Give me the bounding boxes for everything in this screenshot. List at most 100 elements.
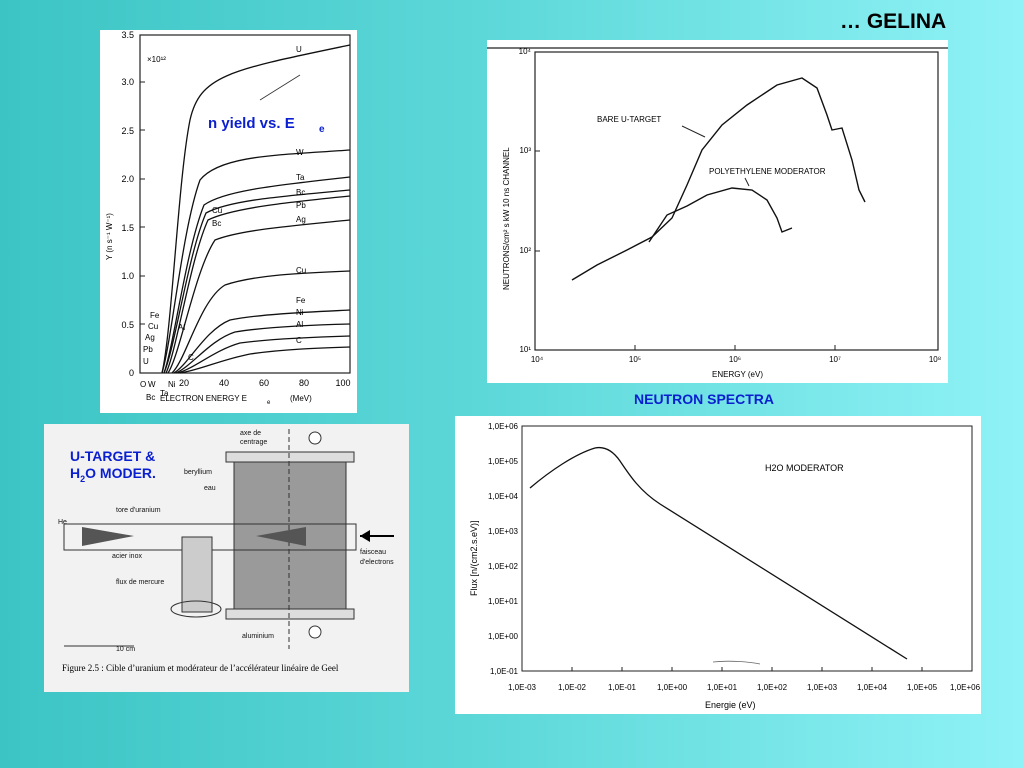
label-tore: tore d'uranium [116,507,161,514]
label-polyethylene: POLYETHYLENE MODERATOR [709,167,826,176]
curve-label: Pb [296,201,306,210]
yield-xtick: 40 [219,378,229,388]
yield-ytick: 3.0 [121,77,134,87]
bottom-label: Ta [160,389,169,398]
spectra-xtick: 10⁵ [629,355,641,364]
spectra-xtick: 10⁸ [929,355,941,364]
yield-y-ticks: 0 0.5 1.0 1.5 2.0 2.5 3.0 3.5 [121,30,134,378]
curve-U [161,44,351,374]
yield-annotation: n yield vs. E [208,115,295,132]
flux-ytick: 1,0E-01 [490,667,519,676]
yield-ytick: 0 [129,368,134,378]
label-acier: acier inox [112,553,142,560]
spectra-ytick: 10⁴ [519,47,532,56]
overlay-title-line1: U-TARGET & [70,448,156,464]
bottom-label: O [140,380,146,389]
flux-xtick: 1,0E+04 [857,683,888,692]
beam-arrow [360,530,370,542]
flux-xtick: 1,0E+03 [807,683,838,692]
label-axe: axe de [240,430,261,437]
beryllium-plate-bottom [225,608,355,620]
flux-ylabel: Flux [n/(cm2.s.eV)] [469,520,479,596]
curve-Fe [173,309,351,374]
yield-xlabel-unit: (MeV) [290,394,312,403]
left-label: Cu [148,322,158,331]
spectra-ytick: 10¹ [519,345,531,354]
left-label: Pb [143,345,153,354]
flux-ytick: 1,0E+05 [488,457,519,466]
bottom-label: W [148,380,156,389]
spectra-plot-svg: 10¹ 10² 10³ 10⁴ 10⁴ 10⁵ 10⁶ 10⁷ 10⁸ ENER… [487,47,948,379]
bottom-label: Ni [168,380,176,389]
flux-axes-box [521,425,973,672]
curve-polyethylene [648,187,793,243]
overlay-title-line2: H2O MODER. [70,465,156,484]
label-scale: 10 cm [116,646,135,653]
bottom-label: Bc [146,393,155,402]
flux-ytick: 1,0E+03 [488,527,519,536]
yield-axes-box [139,34,351,374]
flux-curve-h2o [529,446,908,660]
beryllium-plate-top [225,451,355,463]
curve-Ag [167,219,351,374]
curve-label: Fe [296,296,306,305]
bottom-bolt [308,625,322,639]
curve-label: Al [296,320,303,329]
yield-plot-panel: 0 0.5 1.0 1.5 2.0 2.5 3.0 3.5 ×10¹² Y (n… [100,30,357,413]
yield-ytick: 2.0 [121,174,134,184]
spectra-xtick: 10⁷ [829,355,841,364]
yield-xtick: 80 [299,378,309,388]
flux-xtick: 1,0E-02 [558,683,587,692]
low-label: C [188,353,194,362]
flux-ytick: 1,0E+01 [488,597,519,606]
yield-xtick: 100 [335,378,350,388]
flux-xtick: 1,0E+02 [757,683,788,692]
curve-label: Ni [296,308,304,317]
curve-Al [177,335,351,374]
uranium-toroid-left [82,527,134,546]
yield-xtick: 20 [179,378,189,388]
yield-ytick: 1.0 [121,271,134,281]
flux-ytick: 1,0E+04 [488,492,519,501]
yield-ytick: 3.5 [121,30,134,40]
mercury-pipe [181,536,213,613]
yield-ytick: 1.5 [121,223,134,233]
curve-label: W [296,148,304,157]
label-faisceau: faisceau [360,549,386,556]
flux-xtick: 1,0E+00 [657,683,688,692]
yield-annotation-sub: e [319,124,325,135]
diagram-svg: axe de centrage beryllium eau tore d'ura… [58,429,394,673]
flux-xlabel: Energie (eV) [705,700,756,710]
flux-ytick: 1,0E+06 [488,422,519,431]
flux-xtick: 1,0E-03 [508,683,537,692]
yield-xlabel-sub: e [267,400,271,406]
curve-Pb [165,195,351,374]
low-label: Al [178,323,185,332]
spectra-xtick: 10⁶ [729,355,741,364]
spectra-ytick: 10² [519,246,531,255]
spectra-plot-panel: 10¹ 10² 10³ 10⁴ 10⁴ 10⁵ 10⁶ 10⁷ 10⁸ ENER… [487,40,948,383]
neutron-spectra-caption: NEUTRON SPECTRA [634,391,775,407]
curve-label: Cu [296,266,306,275]
curve-label: Ag [296,215,306,224]
curve-Ni [175,323,351,374]
yield-multiplier: ×10¹² [147,55,166,64]
label-eau: eau [204,485,216,492]
mid-label: Bc [212,219,221,228]
flux-ytick: 1,0E+00 [488,632,519,641]
label-bare-u-target: BARE U-TARGET [597,115,661,124]
curve-label: U [296,45,302,54]
spectra-axes-box [534,51,939,351]
spectra-xtick: 10⁴ [531,355,544,364]
yield-xtick: 60 [259,378,269,388]
diagram-panel: axe de centrage beryllium eau tore d'ura… [44,424,409,692]
flux-xtick: 1,0E+06 [950,683,981,692]
yield-xlabel: ELECTRON ENERGY E [160,394,247,403]
diagram-caption: Figure 2.5 : Cible d’uranium et modérate… [62,663,339,673]
curve-Cu [171,270,351,374]
label-beryllium: beryllium [184,469,212,476]
yield-ylabel: Y (n s⁻¹ W⁻¹) [105,213,114,260]
yield-ytick: 0.5 [121,320,134,330]
curve-Bc [163,189,351,374]
slide-title: … GELINA [840,10,947,33]
